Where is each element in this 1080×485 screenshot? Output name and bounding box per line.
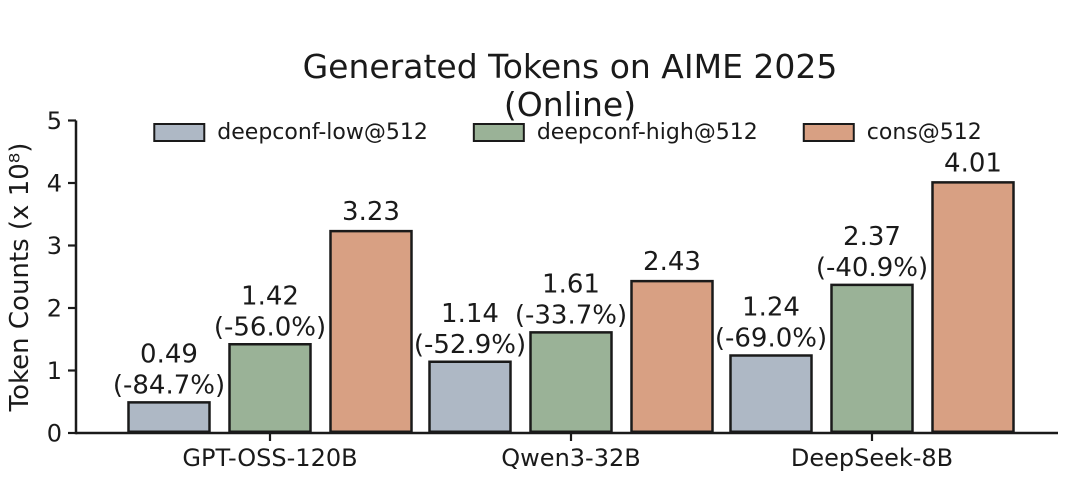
bar-deepconf-high@512 [830,283,914,433]
legend-label: deepconf-low@512 [217,120,428,145]
y-tick-label: 4 [47,170,62,198]
y-tick-label: 5 [47,107,62,135]
bar-value-label: 4.01 [944,148,1002,178]
bar-deepconf-low@512 [428,360,512,433]
bar-deepconf-low@512 [127,401,211,433]
y-tick-label: 2 [47,295,62,323]
x-category-label: Qwen3-32B [501,444,640,472]
legend-swatch-deepconf-low@512 [153,123,206,142]
plot-area: 0 1 2 3 4 5 GPT-OSS-120B Qwen3-32B DeepSeek-8B 0.… [47,107,1058,472]
bar-deepconf-low@512 [729,354,813,433]
chart-subtitle: (Online) [504,85,636,124]
y-axis-label: Token Counts (x 10⁸) [5,143,35,413]
bar-cons@512 [329,229,413,433]
bar-value-label: 1.61 [542,269,600,299]
bar-value-label: 1.24 [742,293,800,323]
legend: deepconf-low@512 deepconf-high@512 cons@51… [153,120,982,145]
y-tick-label: 3 [47,232,62,260]
x-category-label: GPT-OSS-120B [182,444,357,472]
bar-cons@512 [931,181,1015,433]
bar-value-label: 2.37 [843,222,901,252]
bar-reduction-label: (-40.9%) [816,253,928,283]
legend-item-cons@512: cons@512 [802,120,982,145]
bar-reduction-label: (-69.0%) [715,324,827,354]
legend-item-deepconf-high@512: deepconf-high@512 [472,120,758,145]
bar-value-label: 0.49 [140,339,198,369]
legend-swatch-cons@512 [802,123,855,142]
bar-value-label: 1.42 [241,281,299,311]
bar-value-label: 2.43 [643,247,701,277]
bar-reduction-label: (-33.7%) [515,300,627,330]
chart-title: Generated Tokens on AIME 2025 [303,47,838,86]
legend-label: deepconf-high@512 [537,120,758,145]
legend-label: cons@512 [867,120,982,145]
y-tick-label: 0 [47,420,62,448]
bar-reduction-label: (-56.0%) [214,312,326,342]
bar-cons@512 [630,279,714,433]
bar-value-label: 3.23 [342,197,400,227]
x-category-label: DeepSeek-8B [791,444,953,472]
bar-deepconf-high@512 [228,343,312,433]
legend-swatch-deepconf-high@512 [472,123,525,142]
legend-item-deepconf-low@512: deepconf-low@512 [153,120,428,145]
y-tick-label: 1 [47,357,62,385]
bar-value-label: 1.14 [441,299,499,329]
bar-reduction-label: (-52.9%) [414,330,526,360]
bar-reduction-label: (-84.7%) [113,370,225,400]
bar-deepconf-high@512 [529,331,613,433]
